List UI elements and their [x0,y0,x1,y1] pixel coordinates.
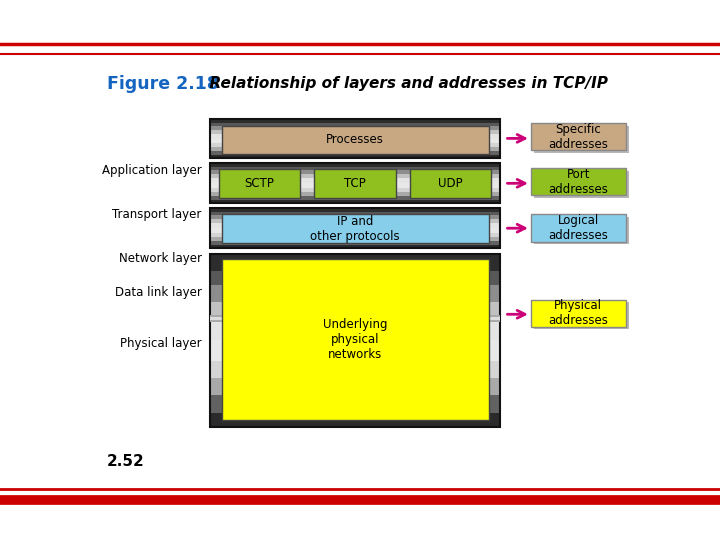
Text: IP and
other protocols: IP and other protocols [310,214,400,242]
Text: Physical
addresses: Physical addresses [549,299,608,327]
Bar [210,151,500,155]
Text: Network layer: Network layer [119,252,202,265]
Bar [534,171,629,198]
Bar [210,317,500,320]
Text: TCP: TCP [344,177,366,190]
Bar [210,320,500,340]
Bar [531,214,626,241]
Bar [210,208,500,212]
Bar [210,254,500,271]
Bar [531,300,626,327]
Text: 2.52: 2.52 [107,454,145,469]
Bar [315,169,396,198]
Bar [210,134,500,139]
Text: Relationship of layers and addresses in TCP/IP: Relationship of layers and addresses in … [199,76,608,91]
Text: Specific
addresses: Specific addresses [549,123,608,151]
Bar [210,119,500,123]
Bar [210,254,500,427]
Bar [210,315,500,322]
Bar [210,302,500,320]
Bar [210,178,500,183]
Bar [210,228,500,233]
Bar [222,259,489,420]
Bar [210,155,500,158]
Bar [210,195,500,200]
Bar [210,123,500,126]
Bar [210,285,500,302]
Bar [210,139,500,143]
Text: Underlying
physical
networks: Underlying physical networks [323,318,387,361]
Bar [210,208,500,248]
Bar [534,125,629,152]
Text: Processes: Processes [326,133,384,146]
Bar [210,188,500,192]
Bar [210,340,500,361]
Bar [210,233,500,237]
Text: Data link layer: Data link layer [114,286,202,299]
Bar [210,245,500,248]
Text: Application layer: Application layer [102,164,202,177]
Text: Port
addresses: Port addresses [549,168,608,196]
Bar [410,169,492,198]
Text: Logical
addresses: Logical addresses [549,214,608,242]
Text: Physical layer: Physical layer [120,337,202,350]
Bar [219,169,300,198]
Bar [210,119,500,158]
Bar [210,163,500,203]
Bar [534,217,629,244]
Bar [210,167,500,171]
Bar [210,130,500,134]
Bar [210,192,500,195]
Bar [210,215,500,219]
Bar [210,223,500,228]
Bar [210,271,500,285]
Bar [222,126,489,153]
Bar [210,395,500,413]
Text: Figure 2.18: Figure 2.18 [107,75,219,92]
Bar [534,302,629,329]
Bar [210,200,500,203]
Bar [210,361,500,378]
Bar [210,163,500,167]
Bar [210,219,500,223]
Bar [210,171,500,174]
Bar [531,123,626,150]
Bar [210,174,500,178]
Bar [531,168,626,195]
Text: Transport layer: Transport layer [112,208,202,221]
Bar [210,413,500,427]
Bar [210,183,500,188]
Bar [222,214,489,243]
Text: UDP: UDP [438,177,463,190]
Bar [210,143,500,147]
Bar [210,126,500,130]
Bar [210,147,500,151]
Bar [210,241,500,245]
Text: SCTP: SCTP [244,177,274,190]
Bar [210,212,500,215]
Bar [210,237,500,241]
Bar [210,378,500,395]
